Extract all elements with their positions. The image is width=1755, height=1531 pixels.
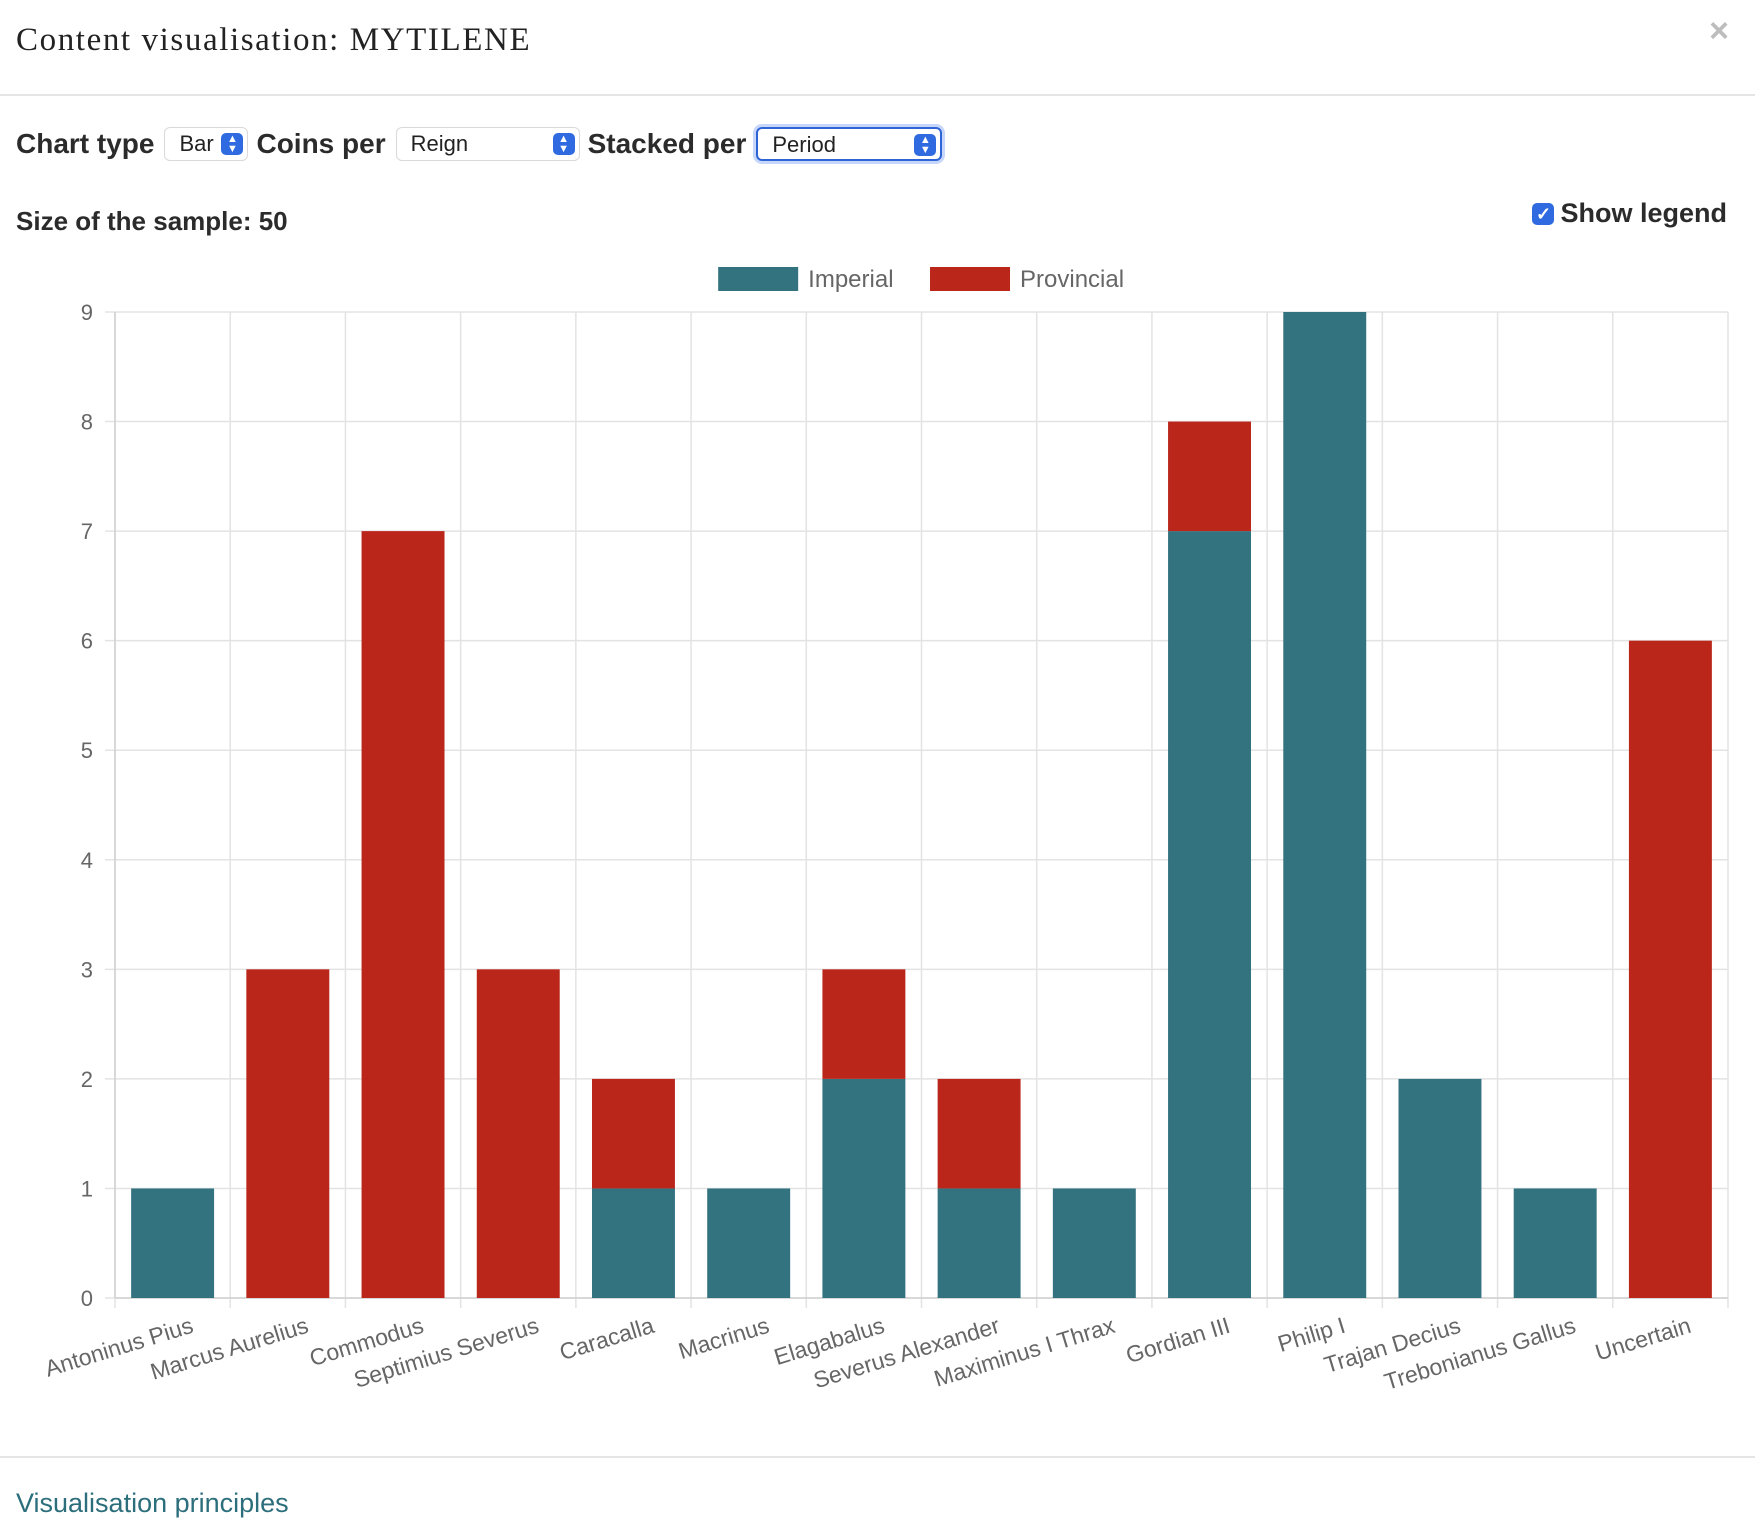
y-tick-label: 8	[81, 410, 93, 435]
y-tick-label: 5	[81, 738, 93, 763]
bar-provincial	[822, 969, 906, 1079]
bar-imperial	[591, 1188, 675, 1298]
y-tick-label: 6	[81, 629, 93, 654]
x-tick-label: Uncertain	[1592, 1312, 1694, 1366]
chart-bars	[131, 312, 1712, 1298]
y-tick-label: 7	[81, 519, 93, 544]
x-tick-label: Trebonianus Gallus	[1381, 1312, 1579, 1395]
x-tick-label: Gordian III	[1123, 1312, 1233, 1368]
show-legend-toggle[interactable]: ✓ Show legend	[1532, 198, 1727, 229]
y-tick-label: 2	[81, 1067, 93, 1092]
select-arrows-icon: ▲ ▼	[914, 134, 937, 156]
bar-imperial	[1052, 1188, 1136, 1298]
x-tick-label: Macrinus	[675, 1312, 772, 1364]
stacked-per-value: Period	[772, 132, 836, 157]
bar-provincial	[246, 969, 330, 1298]
bar-imperial	[1513, 1188, 1597, 1298]
coins-per-label: Coins per	[256, 128, 386, 159]
chart-type-label: Chart type	[16, 128, 155, 159]
x-tick-label: Caracalla	[556, 1312, 657, 1365]
stacked-per-label: Stacked per	[587, 128, 747, 159]
y-tick-label: 9	[81, 300, 93, 325]
bar-provincial	[591, 1078, 675, 1189]
select-arrows-icon: ▲ ▼	[221, 133, 244, 155]
chart-controls: Chart type Bar ▲ ▼ Coins per Reign ▲ ▼ Sta…	[16, 122, 950, 166]
bar-provincial	[361, 531, 445, 1298]
y-axis: 0 1 2 3 4 5 6 7 8 9	[81, 300, 93, 1311]
bar-provincial	[937, 1078, 1021, 1189]
y-tick-label: 4	[81, 848, 93, 873]
bar-imperial	[707, 1188, 791, 1298]
show-legend-label: Show legend	[1560, 198, 1727, 228]
bar-provincial	[1168, 421, 1252, 532]
legend-label-imperial: Imperial	[808, 266, 893, 293]
checkmark-icon[interactable]: ✓	[1532, 202, 1555, 225]
chart-type-value: Bar	[179, 131, 214, 156]
bar-imperial	[1168, 531, 1252, 1298]
chart-type-select[interactable]: Bar ▲ ▼	[164, 127, 249, 161]
chart-grid	[105, 311, 1729, 1308]
chart-legend: Imperial Provincial	[718, 266, 1124, 293]
modal-footer: Visualisation principles	[0, 1456, 1755, 1518]
bar-imperial	[1283, 312, 1367, 1298]
y-tick-label: 3	[81, 957, 93, 982]
legend-label-provincial: Provincial	[1020, 266, 1124, 293]
bar-provincial	[476, 969, 560, 1298]
bar-imperial	[131, 1188, 215, 1298]
modal-header: Content visualisation: MYTILENE ×	[0, 0, 1755, 96]
bar-imperial	[937, 1188, 1021, 1298]
modal-title: Content visualisation: MYTILENE	[16, 22, 532, 58]
visualisation-principles-link[interactable]: Visualisation principles	[16, 1488, 289, 1518]
legend-swatch-provincial	[930, 267, 1011, 291]
y-tick-label: 0	[81, 1286, 93, 1311]
bar-imperial	[822, 1078, 906, 1298]
coins-per-value: Reign	[410, 131, 469, 156]
select-arrows-icon: ▲ ▼	[552, 133, 575, 155]
close-icon[interactable]: ×	[1709, 12, 1729, 50]
sample-size: Size of the sample: 50	[16, 206, 288, 236]
coins-per-select[interactable]: Reign ▲ ▼	[395, 127, 580, 161]
bar-provincial	[1628, 640, 1712, 1298]
y-tick-label: 1	[81, 1176, 93, 1201]
stacked-per-select[interactable]: Period ▲ ▼	[756, 127, 943, 161]
bar-imperial	[1398, 1078, 1482, 1298]
legend-swatch-imperial	[718, 267, 799, 291]
